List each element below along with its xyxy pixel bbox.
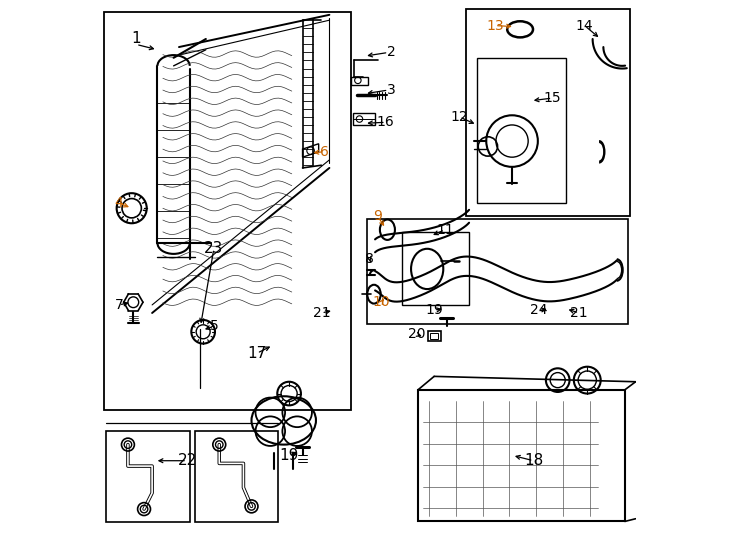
Text: 21: 21 — [313, 306, 330, 320]
Text: 10: 10 — [373, 295, 390, 309]
Bar — [103, 12, 351, 410]
Bar — [430, 333, 438, 339]
Text: 19: 19 — [425, 303, 443, 318]
Text: 19: 19 — [280, 448, 299, 463]
Bar — [477, 58, 566, 203]
Text: 23: 23 — [204, 241, 224, 256]
Text: 24: 24 — [530, 303, 548, 318]
Text: 18: 18 — [524, 453, 543, 468]
Text: 13: 13 — [486, 18, 504, 32]
Bar — [367, 219, 628, 323]
Bar — [418, 390, 625, 522]
Text: 7: 7 — [115, 298, 123, 312]
Bar — [402, 232, 469, 305]
Bar — [351, 77, 368, 85]
Text: 14: 14 — [575, 18, 593, 32]
Text: 17: 17 — [247, 346, 266, 361]
Text: 16: 16 — [377, 115, 395, 129]
Bar — [195, 431, 278, 523]
Text: 22: 22 — [178, 453, 197, 468]
Text: 20: 20 — [408, 327, 426, 341]
Text: 4: 4 — [115, 196, 123, 210]
Text: 15: 15 — [544, 91, 562, 105]
Text: 21: 21 — [570, 306, 588, 320]
Text: 11: 11 — [436, 222, 454, 237]
Text: 6: 6 — [319, 145, 328, 159]
Text: 3: 3 — [387, 83, 396, 97]
Text: 9: 9 — [374, 210, 382, 223]
Text: 12: 12 — [451, 110, 468, 124]
Bar — [106, 431, 189, 523]
Text: 2: 2 — [387, 45, 396, 59]
Text: 5: 5 — [209, 319, 218, 333]
Bar — [466, 9, 631, 217]
Bar — [428, 331, 441, 341]
Text: 1: 1 — [131, 31, 141, 46]
Text: 8: 8 — [366, 252, 374, 266]
